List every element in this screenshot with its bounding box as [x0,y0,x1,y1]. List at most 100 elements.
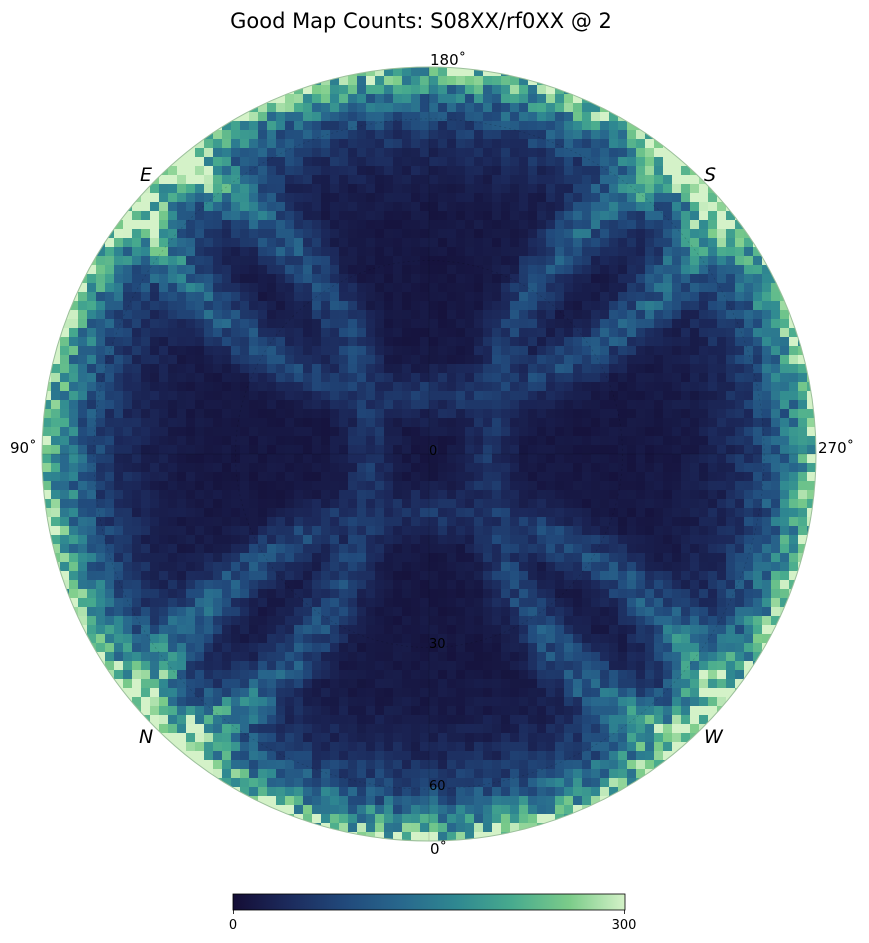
heat-cell [654,184,664,194]
heat-cell [249,310,259,320]
heat-cell [321,400,331,410]
heat-cell [123,445,133,455]
heat-cell [114,553,124,563]
heat-cell [276,139,286,149]
heat-cell [402,580,412,590]
heat-cell [438,67,448,77]
heat-cell [168,184,178,194]
heat-cell [276,589,286,599]
heat-cell [492,517,502,527]
heat-cell [330,139,340,149]
heat-cell [321,310,331,320]
heat-cell [654,463,664,473]
heat-cell [321,67,331,77]
heat-cell [195,148,205,158]
heat-cell [474,607,484,617]
heat-cell [375,481,385,491]
heat-cell [258,175,268,185]
heat-cell [753,337,763,347]
heat-cell [654,535,664,545]
heat-cell [762,319,772,329]
heat-cell [528,157,538,167]
heat-cell [141,526,151,536]
heat-cell [186,562,196,572]
heat-cell [303,130,313,140]
heat-cell [240,121,250,131]
heat-cell [78,580,88,590]
heat-cell [807,463,816,473]
heat-cell [240,508,250,518]
heat-cell [285,454,295,464]
heat-cell [753,454,763,464]
heat-cell [537,292,547,302]
heat-cell [771,337,781,347]
heat-cell [393,175,403,185]
heat-cell [537,391,547,401]
heat-cell [474,562,484,572]
heat-cell [555,535,565,545]
heat-cell [222,301,232,311]
heat-cell [105,445,115,455]
heat-cell [222,166,232,176]
heat-cell [609,544,619,554]
heat-cell [330,643,340,653]
heat-cell [492,400,502,410]
heat-cell [618,157,628,167]
heat-cell [357,580,367,590]
heat-cell [339,292,349,302]
heat-cell [303,184,313,194]
heat-cell [330,508,340,518]
heat-cell [744,292,754,302]
heat-cell [672,607,682,617]
heat-cell [177,139,187,149]
heat-cell [366,238,376,248]
heat-cell [537,463,547,473]
heat-cell [564,373,574,383]
heat-cell [672,238,682,248]
heat-cell [357,445,367,455]
heat-cell [222,148,232,158]
heat-cell [168,571,178,581]
heat-cell [285,562,295,572]
heat-cell [168,256,178,266]
heat-cell [699,508,709,518]
heat-cell [762,481,772,491]
heat-cell [798,409,808,419]
heat-cell [303,301,313,311]
heat-cell [258,373,268,383]
heat-cell [366,472,376,482]
heat-cell [438,283,448,293]
heat-cell [339,553,349,563]
heat-cell [384,328,394,338]
heat-cell [510,301,520,311]
heat-cell [303,544,313,554]
heat-cell [609,589,619,599]
heat-cell [627,409,637,419]
heat-cell [672,382,682,392]
heat-cell [672,445,682,455]
heat-cell [195,508,205,518]
heat-cell [573,310,583,320]
heat-cell [258,229,268,239]
heat-cell [564,652,574,662]
heat-cell [420,490,430,500]
heat-cell [177,454,187,464]
heat-cell [177,274,187,284]
heat-cell [438,391,448,401]
heat-cell [609,301,619,311]
heat-cell [348,391,358,401]
heat-cell [132,328,142,338]
heat-cell [195,598,205,608]
heat-cell [312,157,322,167]
heat-cell [168,607,178,617]
heat-cell [573,85,583,95]
heat-cell [213,508,223,518]
heat-cell [114,328,124,338]
heat-cell [294,391,304,401]
heat-cell [492,445,502,455]
heat-cell [780,319,790,329]
heat-cell [240,328,250,338]
heat-cell [276,130,286,140]
heat-cell [618,472,628,482]
heat-cell [807,418,816,428]
